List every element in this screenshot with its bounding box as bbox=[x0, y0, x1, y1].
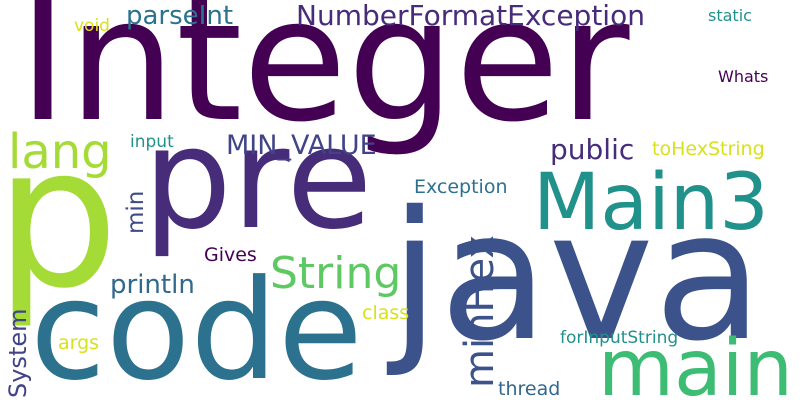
word-exception: Exception bbox=[414, 176, 508, 198]
word-numberformatexception: NumberFormatException bbox=[296, 0, 645, 32]
word-parseint: parseInt bbox=[126, 1, 234, 31]
word-input: input bbox=[130, 132, 174, 152]
word-integer: Integer bbox=[18, 0, 630, 160]
word-args: args bbox=[58, 332, 100, 354]
word-java: java bbox=[390, 173, 763, 380]
word-main: main bbox=[598, 324, 793, 400]
word-pre: pre bbox=[143, 98, 373, 261]
word-println: println bbox=[110, 270, 195, 300]
word-p: p bbox=[0, 104, 119, 331]
word-gives: Gives bbox=[204, 244, 257, 266]
word-whats: Whats bbox=[718, 67, 769, 86]
word-class: class bbox=[362, 302, 410, 324]
word-void: void bbox=[74, 16, 110, 36]
word-main3: Main3 bbox=[533, 158, 769, 248]
word-forinputstring: forInputString bbox=[560, 328, 679, 348]
word-static: static bbox=[708, 6, 752, 25]
word-code: code bbox=[30, 250, 363, 400]
word-minhex: minHex bbox=[457, 234, 503, 388]
word-tohexstring: toHexString bbox=[652, 138, 765, 160]
word-string: String bbox=[270, 248, 402, 299]
word-min: min bbox=[123, 190, 149, 234]
word-public: public bbox=[550, 133, 635, 166]
word-min-value: MIN_VALUE bbox=[226, 130, 377, 161]
word-thread: thread bbox=[498, 378, 561, 400]
word-lang: lang bbox=[8, 124, 112, 180]
word-system: System bbox=[4, 308, 32, 399]
